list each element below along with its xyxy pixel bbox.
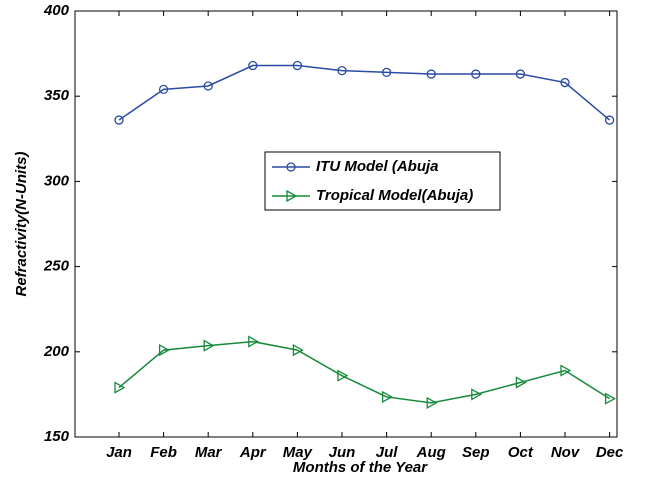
point (158, 343, 170, 357)
point (203, 81, 213, 91)
x-tick-label: Oct (508, 444, 534, 461)
point (426, 69, 436, 79)
point (604, 115, 615, 125)
point (471, 69, 481, 79)
y-tick-label: 200 (43, 343, 70, 360)
x-tick-label: May (283, 444, 313, 461)
point (248, 335, 260, 348)
point (292, 60, 303, 71)
y-tick-label: 150 (44, 428, 70, 445)
legend-label: ITU Model (Abuja (316, 158, 439, 175)
series-line (118, 64, 611, 121)
x-axis-label: Months of the Year (293, 459, 428, 476)
point (560, 364, 572, 377)
x-tick-label: Dec (596, 444, 624, 461)
y-tick-label: 400 (43, 2, 70, 19)
point (114, 115, 124, 125)
point (337, 369, 349, 382)
point (560, 77, 570, 88)
point (515, 69, 526, 79)
series-line (118, 340, 610, 404)
x-tick-label: Jan (106, 444, 132, 461)
point (381, 67, 392, 77)
x-tick-label: Jun (329, 444, 356, 461)
y-tick-label: 250 (43, 258, 70, 275)
x-tick-label: Jul (376, 444, 399, 461)
point (203, 339, 215, 352)
legend-label: Tropical Model(Abuja) (316, 187, 473, 204)
y-tick-label: 300 (44, 172, 70, 189)
point (604, 392, 616, 405)
x-tick-label: Mar (195, 444, 223, 461)
point (248, 60, 258, 71)
point (471, 388, 483, 401)
y-axis-label: Refractivity(N-Units) (13, 151, 30, 296)
point (292, 343, 304, 357)
legend-box (264, 151, 501, 211)
plot-frame (74, 10, 618, 438)
legend-marker (286, 189, 298, 203)
legend-marker (286, 162, 296, 172)
point (158, 84, 169, 95)
x-tick-label: Apr (239, 444, 267, 461)
point (515, 376, 527, 389)
point (337, 65, 347, 76)
x-tick-label: Sep (462, 444, 490, 461)
y-tick-label: 350 (44, 87, 70, 104)
x-tick-label: Aug (416, 444, 446, 461)
point (426, 396, 438, 410)
point (381, 390, 393, 404)
x-tick-label: Nov (551, 444, 581, 461)
point (114, 381, 126, 394)
x-tick-label: Feb (150, 444, 177, 461)
